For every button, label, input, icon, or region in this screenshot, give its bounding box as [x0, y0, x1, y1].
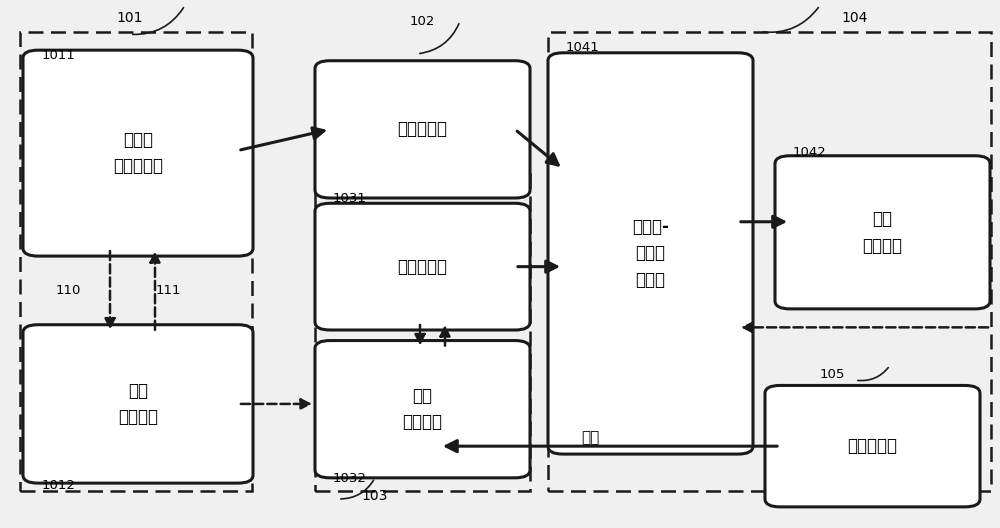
- Text: 101: 101: [117, 12, 143, 25]
- Text: 第一
锁定装置: 第一 锁定装置: [118, 382, 158, 426]
- Bar: [548, 32, 991, 491]
- Text: 频率变换器: 频率变换器: [848, 437, 898, 455]
- Text: 1042: 1042: [793, 146, 827, 158]
- Bar: [315, 174, 530, 491]
- Text: 111: 111: [155, 284, 181, 297]
- Text: 105: 105: [820, 369, 845, 381]
- FancyBboxPatch shape: [315, 61, 530, 198]
- Text: 光纤放大器: 光纤放大器: [398, 120, 448, 138]
- Text: 104: 104: [842, 12, 868, 25]
- FancyBboxPatch shape: [23, 325, 253, 483]
- Text: 全固态
脉冲激光器: 全固态 脉冲激光器: [113, 131, 163, 175]
- Text: 连续激光器: 连续激光器: [398, 258, 448, 276]
- Text: 110: 110: [55, 284, 81, 297]
- Text: 103: 103: [362, 489, 388, 503]
- Text: 102: 102: [410, 15, 435, 27]
- Text: 第二
锁定装置: 第二 锁定装置: [402, 387, 442, 431]
- Text: 第三
锁定装置: 第三 锁定装置: [863, 210, 903, 254]
- Text: 1041: 1041: [566, 41, 600, 54]
- Bar: [20, 32, 252, 491]
- Text: 输出: 输出: [581, 430, 599, 445]
- FancyBboxPatch shape: [548, 53, 753, 454]
- Text: 1012: 1012: [42, 479, 76, 492]
- FancyBboxPatch shape: [775, 156, 990, 309]
- Text: 1032: 1032: [333, 473, 367, 485]
- FancyBboxPatch shape: [765, 385, 980, 507]
- FancyBboxPatch shape: [23, 50, 253, 256]
- Text: 1031: 1031: [333, 192, 367, 204]
- Text: 1011: 1011: [42, 49, 76, 62]
- FancyBboxPatch shape: [315, 203, 530, 330]
- Text: 法布里-
珀罗腔
滤波器: 法布里- 珀罗腔 滤波器: [632, 218, 669, 289]
- FancyBboxPatch shape: [315, 341, 530, 478]
